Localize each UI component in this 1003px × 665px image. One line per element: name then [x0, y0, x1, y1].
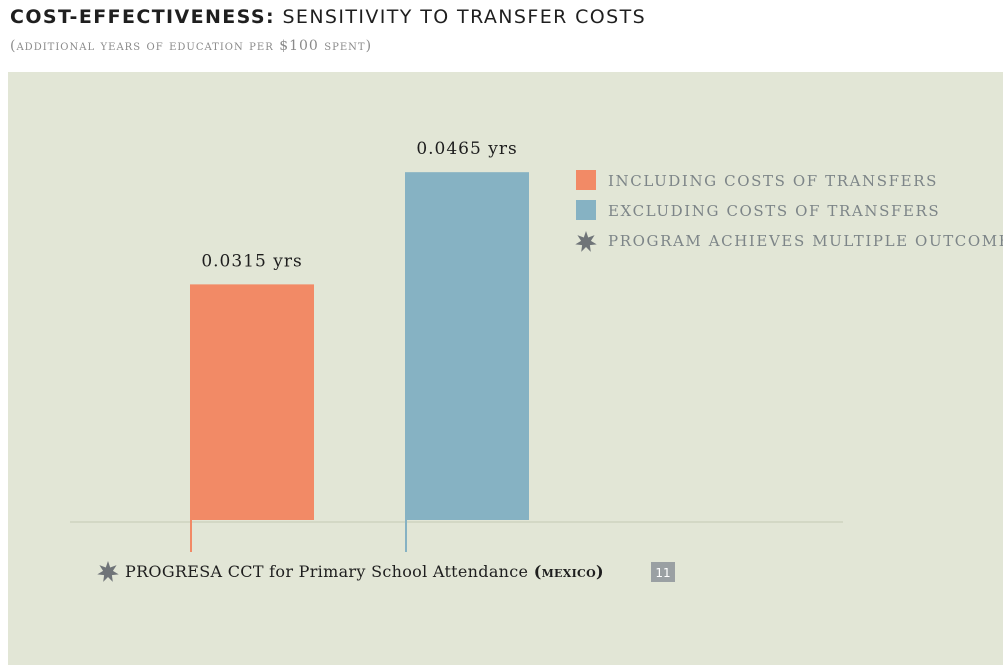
category-country: (mexico)	[534, 562, 604, 581]
reference-badge-number: 11	[655, 566, 670, 580]
legend-label-2: PROGRAM ACHIEVES MULTIPLE OUTCOMES	[608, 232, 1003, 250]
legend-swatch-1	[576, 200, 596, 220]
reference-badge	[651, 562, 675, 582]
chart-subtitle: (additional years of education per $100 …	[10, 38, 373, 54]
chart-title-rest: SENSITIVITY TO TRANSFER COSTS	[282, 6, 647, 28]
bar-including-costs	[190, 284, 314, 520]
bar-chart: 0.0315 yrs 0.0465 yrs INCLUDING COSTS OF T…	[70, 139, 1003, 582]
legend-label-1: EXCLUDING COSTS OF TRANSFERS	[608, 202, 940, 220]
chart-title: COST-EFFECTIVENESS: SENSITIVITY TO TRANS…	[10, 6, 646, 28]
legend-label-0: INCLUDING COSTS OF TRANSFERS	[608, 172, 938, 190]
bar-value-label-0: 0.0315 yrs	[201, 251, 302, 271]
bar-value-label-1: 0.0465 yrs	[416, 139, 517, 159]
legend-swatch-0	[576, 170, 596, 190]
star-icon	[97, 561, 119, 582]
star-icon	[575, 231, 597, 252]
chart-title-bold: COST-EFFECTIVENESS:	[10, 6, 275, 28]
chart-panel: 0.0315 yrs 0.0465 yrs INCLUDING COSTS OF T…	[8, 72, 1003, 665]
category-caption: PROGRESA CCT for Primary School Attendan…	[125, 562, 604, 581]
bar-excluding-costs	[405, 172, 529, 520]
